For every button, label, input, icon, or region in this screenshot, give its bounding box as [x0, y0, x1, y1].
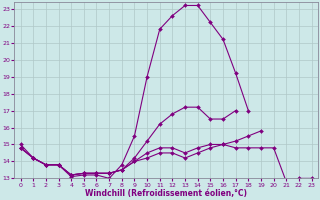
X-axis label: Windchill (Refroidissement éolien,°C): Windchill (Refroidissement éolien,°C) — [85, 189, 247, 198]
